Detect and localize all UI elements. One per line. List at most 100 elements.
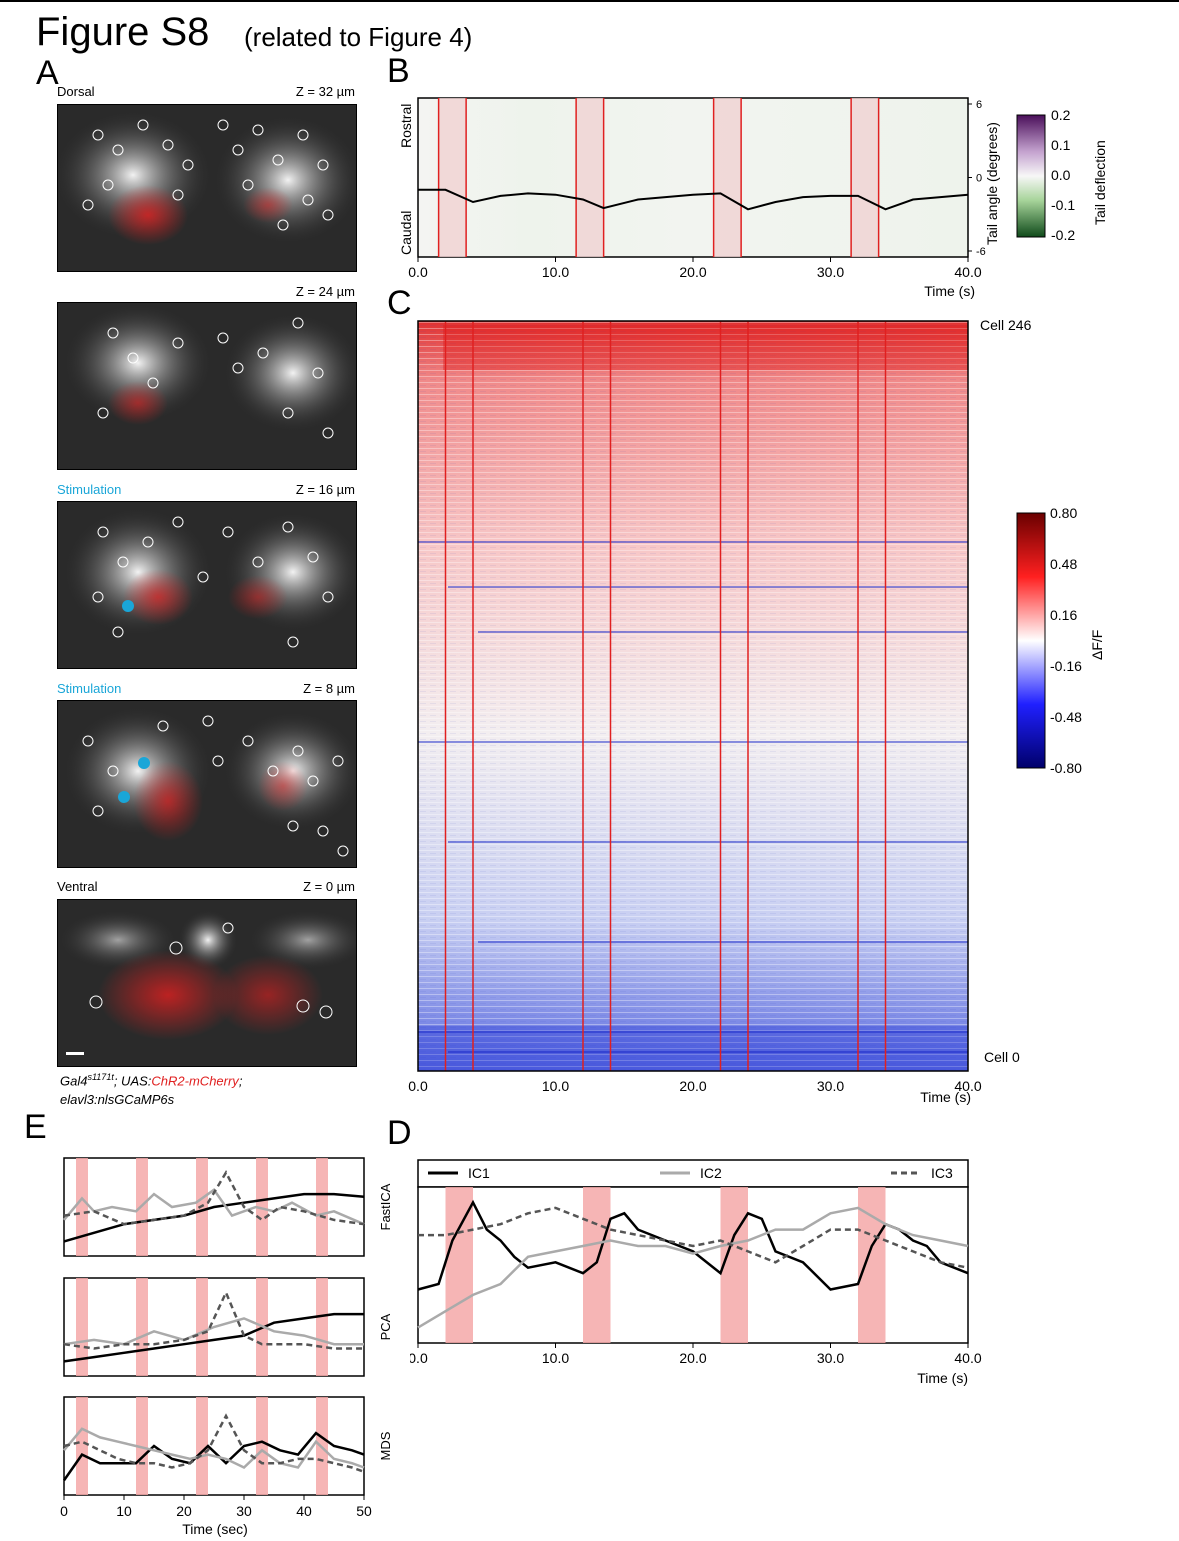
microscopy-image-graphic <box>63 303 356 439</box>
panel-letter-a: A <box>36 54 59 92</box>
x-tick-label: 0.0 <box>410 1350 428 1366</box>
stimulation-band <box>583 1187 611 1343</box>
stimulation-band <box>256 1397 268 1495</box>
heatmap-row <box>448 841 968 843</box>
image-label-row: Ventral Z = 0 µm <box>57 879 355 894</box>
genotype-line-2: elavl3:nlsGCaMP6s <box>60 1092 175 1107</box>
panel-letter-d: D <box>387 1114 412 1152</box>
x-tick-label: 30.0 <box>817 264 844 280</box>
x-ticks: 0.0 10.0 20.0 30.0 40.0 <box>410 1343 982 1366</box>
image-label-row: Stimulation Z = 8 µm <box>57 681 355 696</box>
stimulation-band <box>713 98 742 257</box>
heatmap-chart: 0.0 10.0 20.0 30.0 40.0 Cell 246 Cell 0 Time… <box>408 317 1105 1105</box>
colorbar-tick-label: -0.2 <box>1051 227 1075 243</box>
dff-colorbar <box>1016 512 1046 769</box>
image-label-left: Dorsal <box>57 84 95 99</box>
x-tick-label: 40.0 <box>954 1078 981 1094</box>
x-tick-label: 30.0 <box>817 1078 844 1094</box>
x-ticks: 0.0 10.0 20.0 30.0 40.0 <box>408 1078 982 1094</box>
stimulation-marker <box>122 600 134 612</box>
microscopy-image-graphic <box>58 110 356 245</box>
stimulation-band <box>316 1278 328 1376</box>
heatmap-row <box>448 586 968 588</box>
stimulation-band <box>576 98 604 257</box>
image-label-row: Dorsal Z = 32 µm <box>57 84 355 99</box>
legend-ic2: IC2 <box>700 1165 722 1181</box>
heatmap-row <box>478 941 968 943</box>
stimulation-bands <box>445 1187 886 1343</box>
stimulation-band <box>196 1397 208 1495</box>
ic-traces <box>417 1199 969 1329</box>
legend-ic3: IC3 <box>931 1165 953 1181</box>
x-axis-label: Time (s) <box>924 283 975 299</box>
scale-bar <box>66 1052 84 1055</box>
figure-subtitle: (related to Figure 4) <box>244 22 473 52</box>
colorbar-tick-label: 0.0 <box>1051 167 1071 183</box>
stimulation-lines <box>444 321 887 1071</box>
stimulation-band <box>136 1397 148 1495</box>
method-row-fastica: FastICA <box>63 1157 393 1257</box>
figure-title: Figure S8 <box>36 10 210 54</box>
image-label-left: Stimulation <box>57 482 122 497</box>
genotype-gal4: Gal4 <box>60 1073 88 1089</box>
x-axis-label: Time (s) <box>920 1089 971 1105</box>
microscopy-image <box>57 501 357 669</box>
tail-deflection-colorbar <box>1016 114 1046 238</box>
tail-angle-label: Tail angle (degrees) <box>984 122 1000 245</box>
genotype-uas: ; UAS: <box>113 1073 152 1089</box>
image-label-row: Stimulation Z = 16 µm <box>57 482 355 497</box>
method-comparison-chart: FastICA PCA MDS 0 10 20 30 40 50 Time (sec) <box>60 1157 393 1537</box>
colorbar-tick-label: -0.1 <box>1051 197 1075 213</box>
ic-line-chart: IC1 IC2 IC3 0.0 10.0 20.0 30.0 40.0 Time (s) <box>410 1159 982 1386</box>
image-label-left: Stimulation <box>57 681 122 696</box>
method-trace <box>63 1192 365 1243</box>
x-tick-label: 10.0 <box>542 1350 569 1366</box>
microscopy-image <box>57 899 357 1067</box>
colorbar-label: Tail deflection <box>1092 140 1108 225</box>
image-label-z: Z = 16 µm <box>295 482 355 497</box>
microscopy-image <box>57 104 357 272</box>
stimulation-band <box>438 98 467 257</box>
top-rule <box>0 0 1179 2</box>
x-axis-label: Time (s) <box>917 1370 968 1386</box>
colorbar-tick-label: -0.16 <box>1050 658 1082 674</box>
stimulation-band <box>76 1158 88 1256</box>
heatmap-row <box>418 541 968 543</box>
x-tick-label: 0.0 <box>408 1078 428 1094</box>
panel-letter-c: C <box>387 284 412 322</box>
x-tick-label: 20.0 <box>679 1350 706 1366</box>
x-tick-label: 0 <box>60 1503 68 1519</box>
genotype-chr2: ChR2-mCherry <box>151 1073 239 1089</box>
heatmap-row-highlights <box>418 325 968 1071</box>
image-label-left: Ventral <box>57 879 98 894</box>
row-label: FastICA <box>378 1183 393 1230</box>
legend-box <box>417 1159 969 1188</box>
high-activity-band <box>443 325 968 370</box>
heatmap-texture <box>418 321 968 1071</box>
colorbar-label: ΔF/F <box>1089 630 1105 660</box>
microscopy-image <box>57 700 357 868</box>
bottom-cell-label: Cell 0 <box>984 1049 1020 1065</box>
image-label-z: Z = 32 µm <box>295 84 355 99</box>
x-axis-label: Time (sec) <box>182 1521 248 1537</box>
genotype-semicolon: ; <box>238 1073 243 1089</box>
stimulation-band <box>720 1187 748 1343</box>
x-tick-label: 40.0 <box>954 1350 981 1366</box>
colorbar-tick-label: 0.1 <box>1051 137 1071 153</box>
plot-area <box>417 97 969 258</box>
heatmap-frame <box>417 320 969 1072</box>
stimulation-band <box>196 1278 208 1376</box>
x-tick-label: 10.0 <box>542 264 569 280</box>
heatmap-row <box>418 1031 968 1033</box>
colorbar-tick-label: 0.16 <box>1050 607 1077 623</box>
stimulation-band <box>76 1397 88 1495</box>
method-trace <box>63 1312 364 1363</box>
right-tick-label: 0 <box>976 173 982 185</box>
genotype-superscript: s1171t <box>87 1072 114 1082</box>
colorbar-ticks: 0.80 0.48 0.16 -0.16 -0.48 -0.80 <box>1050 505 1082 776</box>
x-ticks: 0.0 10.0 20.0 30.0 40.0 <box>408 257 982 280</box>
method-trace <box>63 1170 365 1226</box>
row-label: PCA <box>378 1313 393 1340</box>
x-tick-label: 30.0 <box>817 1350 844 1366</box>
stimulation-band <box>76 1278 88 1376</box>
